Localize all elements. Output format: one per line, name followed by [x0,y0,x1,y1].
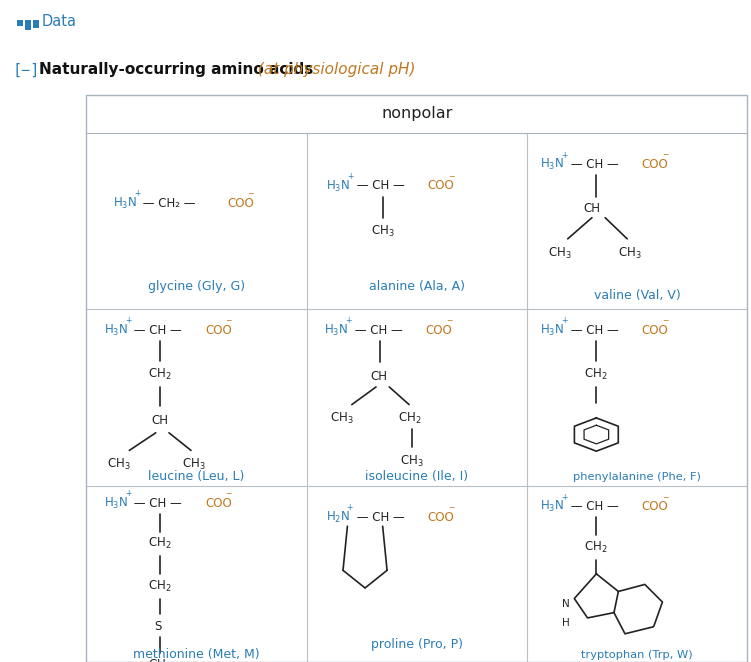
Text: COO: COO [205,496,232,510]
Text: [−]: [−] [12,62,39,77]
Text: N: N [562,599,569,609]
Text: alanine (Ala, A): alanine (Ala, A) [369,280,465,293]
Text: — CH —: — CH — [566,500,622,513]
Text: H$_2$N: H$_2$N [327,510,351,525]
Text: (at physiological pH): (at physiological pH) [253,62,415,77]
Text: — CH —: — CH — [131,324,186,337]
Text: CH$_2$: CH$_2$ [148,579,172,594]
Text: COO: COO [428,511,454,524]
Text: +: + [561,150,568,160]
Bar [25,21,31,30]
Text: Naturally-occurring amino acids: Naturally-occurring amino acids [39,62,313,77]
Text: +: + [125,489,131,498]
Text: H$_3$N: H$_3$N [324,323,348,338]
Text: CH$_3$: CH$_3$ [182,457,206,472]
Text: CH$_3$: CH$_3$ [548,246,572,261]
Text: isoleucine (Ile, I): isoleucine (Ile, I) [365,471,469,483]
Text: leucine (Leu, L): leucine (Leu, L) [149,471,245,483]
Text: S: S [155,620,162,634]
Text: H$_3$N: H$_3$N [113,196,137,211]
Text: CH$_3$: CH$_3$ [330,411,354,426]
Text: COO: COO [428,179,454,193]
Text: Data: Data [41,14,77,29]
Text: +: + [561,316,568,325]
Text: COO: COO [641,158,668,171]
Text: CH$_2$: CH$_2$ [584,540,608,555]
Text: glycine (Gly, G): glycine (Gly, G) [148,280,245,293]
Text: CH$_2$: CH$_2$ [148,367,172,382]
Text: CH$_3$: CH$_3$ [618,246,642,261]
Text: H$_3$N: H$_3$N [327,178,351,193]
Text: nonpolar: nonpolar [381,107,453,121]
Text: −: − [225,489,232,498]
Text: −: − [248,189,254,199]
Text: CH$_3$: CH$_3$ [107,457,131,472]
Text: CH$_3$: CH$_3$ [148,658,172,662]
Text: CH$_2$: CH$_2$ [584,367,608,382]
Text: COO: COO [205,324,232,337]
Text: — CH —: — CH — [353,179,409,193]
Text: H$_3$N: H$_3$N [104,496,128,511]
Text: −: − [225,316,232,325]
Text: +: + [345,316,351,325]
Text: H: H [562,618,569,628]
Text: H$_3$N: H$_3$N [540,499,564,514]
Text: — CH —: — CH — [566,324,622,337]
Text: — CH —: — CH — [131,496,186,510]
Text: COO: COO [426,324,452,337]
Text: — CH —: — CH — [351,324,406,337]
Text: CH: CH [583,203,600,215]
Text: +: + [346,503,352,512]
Text: — CH —: — CH — [566,158,622,171]
Text: tryptophan (Trp, W): tryptophan (Trp, W) [581,650,693,660]
Text: −: − [448,503,454,512]
Text: +: + [134,189,140,199]
Text: COO: COO [641,324,668,337]
Text: H$_3$N: H$_3$N [540,158,564,172]
Text: — CH —: — CH — [353,511,409,524]
Text: COO: COO [228,197,254,210]
Text: H$_3$N: H$_3$N [540,323,564,338]
Text: CH$_3$: CH$_3$ [400,453,424,469]
Text: −: − [662,493,668,502]
Text: methionine (Met, M): methionine (Met, M) [133,649,260,661]
Text: H$_3$N: H$_3$N [104,323,128,338]
Text: COO: COO [641,500,668,513]
Text: −: − [662,150,668,160]
Text: CH$_2$: CH$_2$ [398,411,421,426]
Text: phenylalanine (Phe, F): phenylalanine (Phe, F) [573,472,701,482]
Text: proline (Pro, P): proline (Pro, P) [371,638,463,651]
Text: — CH₂ —: — CH₂ — [139,197,200,210]
Text: CH$_3$: CH$_3$ [370,224,394,240]
Text: −: − [662,316,668,325]
Bar [33,21,39,28]
Text: valine (Val, V): valine (Val, V) [594,289,680,302]
Text: +: + [561,493,568,502]
Text: +: + [125,316,131,325]
Text: CH$_2$: CH$_2$ [148,536,172,551]
Text: CH: CH [370,370,388,383]
Text: −: − [448,171,454,181]
Text: CH: CH [152,414,168,427]
Text: −: − [446,316,452,325]
Bar [17,21,23,26]
Text: +: + [348,171,354,181]
